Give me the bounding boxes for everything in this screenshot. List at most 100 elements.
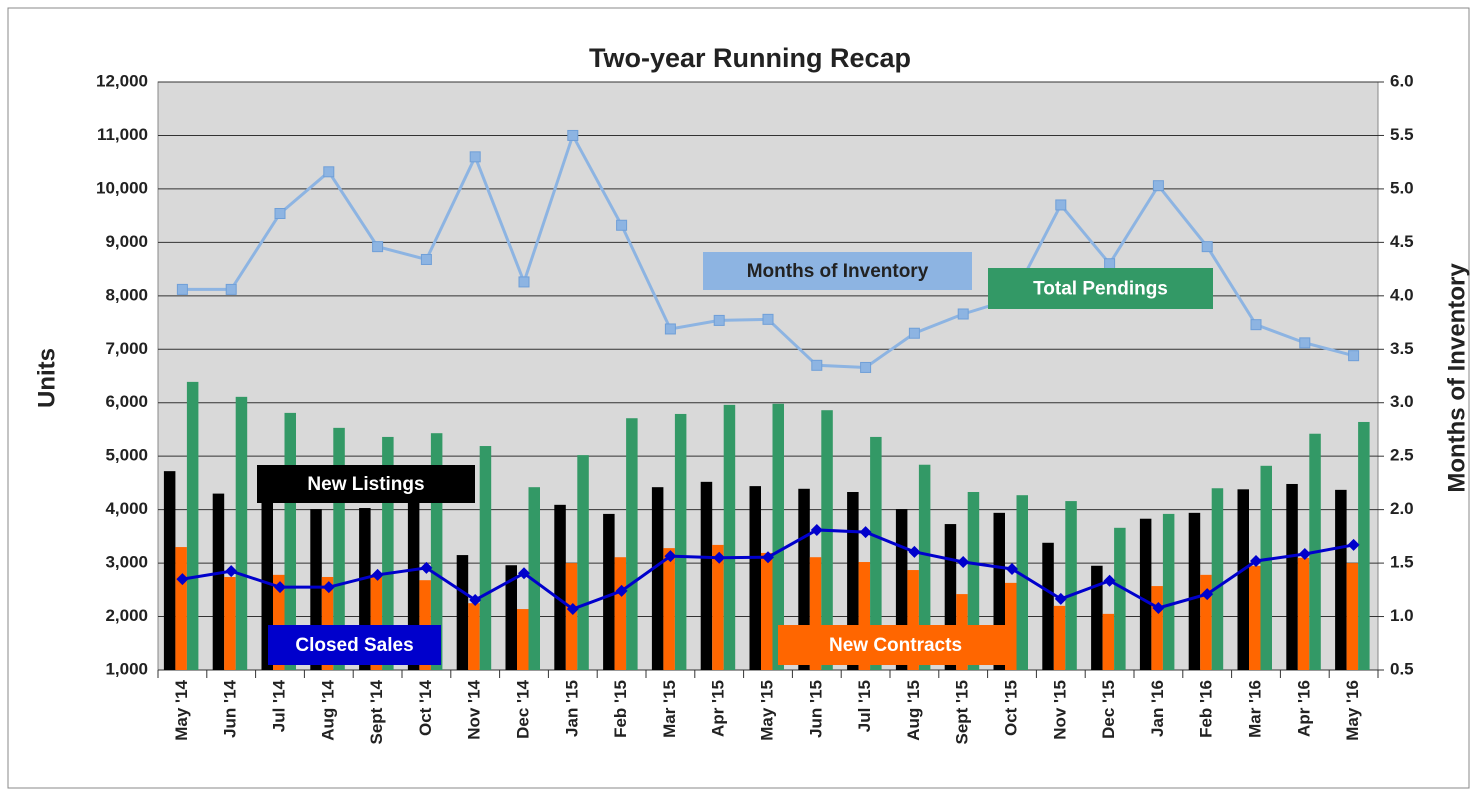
marker (176, 573, 189, 586)
bar (1200, 574, 1212, 670)
bar (1102, 613, 1115, 670)
marker (566, 603, 579, 616)
x-tick-label: May '14 (172, 679, 191, 740)
bar (1286, 483, 1298, 670)
bar (847, 491, 859, 670)
bar (479, 446, 492, 670)
legend-box (988, 268, 1213, 309)
x-tick-label: Mar '15 (660, 680, 679, 738)
bar (1188, 512, 1201, 670)
y2-tick-label: 4.0 (1390, 285, 1414, 304)
marker (176, 283, 188, 295)
bar (505, 565, 517, 670)
y2-tick-label: 1.5 (1390, 553, 1414, 572)
bar (577, 455, 589, 670)
marker (518, 567, 530, 580)
marker (615, 584, 628, 597)
bar (1162, 513, 1175, 670)
x-tick-label: Nov '14 (465, 679, 484, 739)
bar (359, 508, 371, 670)
bar (993, 512, 1005, 670)
legend-label: New Contracts (829, 635, 962, 656)
bar (895, 509, 908, 670)
marker (1055, 199, 1067, 211)
bar (967, 491, 980, 670)
x-tick-label: Sept '15 (953, 680, 972, 745)
x-tick-label: Aug '15 (904, 680, 923, 741)
marker (1299, 337, 1311, 349)
y2-tick-label: 5.5 (1390, 125, 1414, 144)
bar (321, 576, 334, 670)
x-tick-label: Oct '14 (416, 679, 435, 736)
bar (310, 509, 322, 670)
y2-tick-label: 4.5 (1390, 232, 1414, 251)
y-tick-label: 10,000 (96, 178, 148, 197)
x-tick-label: Jun '14 (221, 679, 240, 737)
marker (469, 593, 482, 606)
marker (762, 551, 774, 564)
bar (1249, 565, 1261, 670)
marker (860, 361, 872, 373)
marker (1250, 554, 1262, 567)
bar (1260, 465, 1272, 670)
bar (674, 413, 687, 670)
bar (749, 486, 761, 670)
bar (614, 557, 627, 670)
bar (918, 464, 931, 670)
x-tick-label: Dec '15 (1099, 680, 1118, 739)
legend-label: Closed Sales (295, 635, 413, 656)
bar (407, 502, 420, 670)
marker (957, 308, 969, 320)
marker (908, 327, 920, 339)
bar (772, 403, 784, 670)
legend-box (778, 625, 1013, 665)
x-tick-label: Dec '14 (513, 679, 532, 738)
marker (859, 526, 872, 539)
bar (430, 433, 443, 670)
marker (1201, 241, 1213, 253)
bar (517, 609, 529, 670)
y-tick-label: 7,000 (105, 339, 148, 358)
marker (567, 129, 579, 141)
chart-title: Two-year Running Recap (589, 43, 911, 73)
bar (468, 603, 480, 670)
y2-axis-title: Months of Inventory (1443, 263, 1470, 493)
bar (663, 548, 675, 670)
bar (1053, 605, 1066, 670)
marker (372, 241, 384, 253)
marker (908, 545, 921, 558)
bar (944, 524, 957, 670)
y-tick-label: 12,000 (96, 71, 148, 90)
bar (1346, 563, 1359, 670)
y-tick-label: 8,000 (105, 285, 148, 304)
marker (1348, 350, 1360, 362)
bar (821, 410, 833, 670)
bar (1091, 565, 1103, 670)
bar (456, 555, 469, 670)
bar (1065, 501, 1077, 670)
y-tick-label: 11,000 (97, 125, 148, 144)
marker (1152, 601, 1165, 614)
y-tick-label: 5,000 (105, 446, 148, 465)
marker (664, 323, 676, 335)
bar (235, 396, 248, 670)
bar (858, 562, 871, 670)
bar (163, 471, 176, 670)
x-tick-label: Feb '15 (611, 680, 630, 738)
bar (1335, 489, 1347, 670)
legend-box (703, 252, 972, 290)
marker (1201, 588, 1214, 601)
x-tick-label: Sept '14 (367, 679, 386, 744)
marker (664, 550, 677, 563)
marker (616, 219, 628, 231)
y2-tick-label: 0.5 (1390, 659, 1414, 678)
y2-tick-label: 5.0 (1390, 178, 1414, 197)
y2-tick-label: 2.5 (1390, 446, 1414, 465)
bar (809, 557, 822, 670)
marker (1347, 538, 1360, 551)
x-tick-label: Oct '15 (1001, 680, 1020, 736)
bar (626, 418, 638, 670)
marker (420, 561, 433, 574)
